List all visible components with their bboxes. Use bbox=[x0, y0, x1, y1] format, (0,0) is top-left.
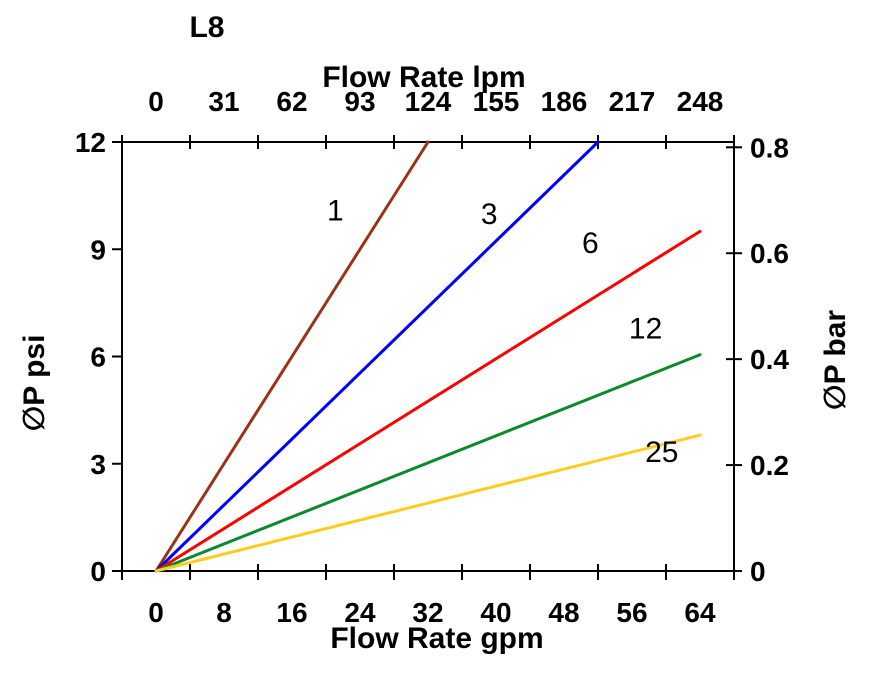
series-line-6 bbox=[154, 229, 702, 573]
series-line-25 bbox=[154, 433, 702, 573]
left-axis-tick-label: 9 bbox=[90, 234, 106, 265]
plot-frame bbox=[121, 141, 735, 572]
bottom-axis-tick-label: 56 bbox=[616, 597, 647, 628]
bottom-axis-tick-label: 16 bbox=[276, 597, 307, 628]
right-axis-tick-label: 0 bbox=[750, 556, 766, 587]
top-axis-tick-label: 62 bbox=[276, 86, 307, 117]
bottom-axis-tick-label: 24 bbox=[344, 597, 376, 628]
series-line-1 bbox=[154, 140, 430, 573]
right-axis-tick-label: 0.8 bbox=[750, 132, 789, 163]
bottom-axis-tick-label: 40 bbox=[480, 597, 511, 628]
series-label-12: 12 bbox=[629, 313, 662, 346]
chart-title: L8 bbox=[189, 11, 224, 44]
series-lines bbox=[154, 140, 702, 573]
top-axis-tick-label: 0 bbox=[148, 86, 164, 117]
top-axis-tick-label: 124 bbox=[405, 86, 452, 117]
series-line-3 bbox=[154, 140, 600, 573]
top-axis-title: Flow Rate lpm bbox=[322, 61, 525, 94]
axis-ticks bbox=[112, 135, 742, 580]
left-axis-tick-label: 6 bbox=[90, 342, 106, 373]
series-label-25: 25 bbox=[645, 436, 678, 469]
right-axis-tick-label: 0.6 bbox=[750, 238, 789, 269]
series-line-12 bbox=[154, 353, 702, 573]
series-inline-labels: 1 3 6 12 25 bbox=[327, 195, 678, 469]
bottom-axis-tick-label: 48 bbox=[548, 597, 579, 628]
plot-border bbox=[121, 141, 735, 572]
left-axis-tick-label: 0 bbox=[90, 556, 106, 587]
left-axis-title: ∅P psi bbox=[18, 335, 51, 432]
series-label-6: 6 bbox=[582, 227, 599, 260]
top-axis-tick-label: 155 bbox=[473, 86, 520, 117]
series-label-1: 1 bbox=[327, 195, 344, 228]
series-label-3: 3 bbox=[481, 198, 498, 231]
bottom-axis-title: Flow Rate gpm bbox=[330, 622, 543, 655]
top-axis-tick-label: 217 bbox=[609, 86, 656, 117]
right-axis-title: ∅P bar bbox=[819, 310, 852, 411]
left-axis-tick-label: 3 bbox=[90, 449, 106, 480]
bottom-axis-tick-label: 64 bbox=[684, 597, 716, 628]
bottom-axis-tick-label: 0 bbox=[148, 597, 164, 628]
top-axis-tick-label: 186 bbox=[541, 86, 588, 117]
top-axis-tick-label: 248 bbox=[677, 86, 724, 117]
bottom-axis-tick-label: 8 bbox=[216, 597, 232, 628]
top-axis-tick-label: 31 bbox=[208, 86, 239, 117]
right-axis-tick-label: 0.2 bbox=[750, 450, 789, 481]
top-axis-tick-label: 93 bbox=[344, 86, 375, 117]
left-axis-tick-label: 12 bbox=[75, 127, 106, 158]
bottom-axis-tick-label: 32 bbox=[412, 597, 443, 628]
right-axis-tick-label: 0.4 bbox=[750, 344, 789, 375]
